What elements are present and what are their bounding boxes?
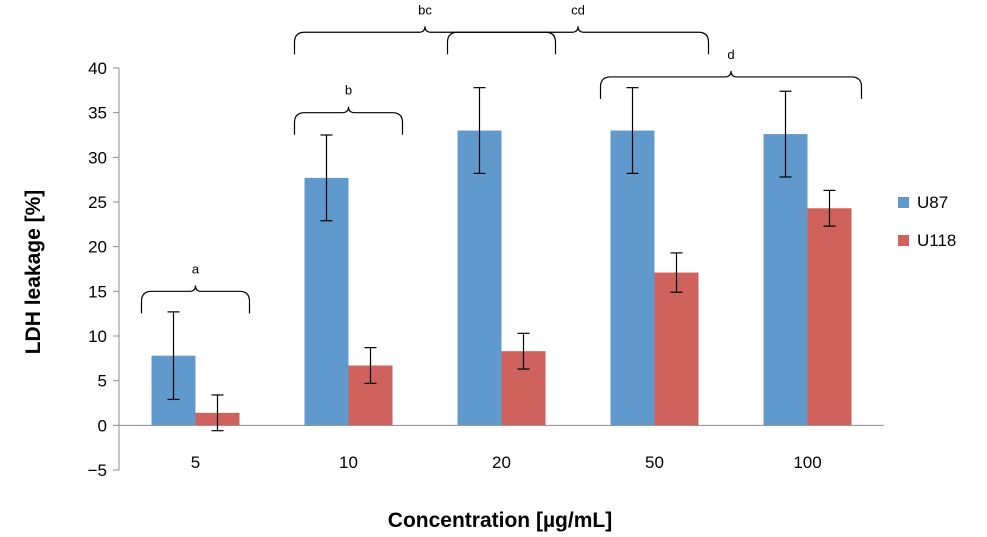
bracket-a: [140, 285, 251, 314]
x-axis-title: Concentration [µg/mL]: [388, 509, 612, 532]
bar-u118-50: [654, 272, 699, 426]
y-tick-label: 10: [88, 327, 107, 346]
x-tick-label: 5: [191, 453, 200, 472]
x-tick-label: 20: [492, 453, 511, 472]
bracket-label: a: [192, 261, 200, 276]
legend-swatch-u87: [898, 197, 909, 208]
bar-u87-100: [763, 134, 808, 426]
bracket-cd: [446, 26, 710, 55]
bracket-bc: [293, 26, 557, 55]
legend-label-u87: U87: [917, 193, 948, 212]
y-tick-label: 40: [88, 59, 107, 78]
bracket-b: [293, 106, 404, 135]
bar-u87-20: [457, 130, 502, 426]
y-tick-label: 15: [88, 282, 107, 301]
bar-u87-50: [610, 130, 655, 426]
bracket-d: [599, 70, 863, 99]
y-tick-label: 35: [88, 104, 107, 123]
error-bar-layer: [167, 87, 836, 432]
y-tick-label: 30: [88, 148, 107, 167]
bar-u118-100: [807, 208, 852, 426]
y-tick-label: 20: [88, 238, 107, 257]
bracket-label: cd: [571, 2, 585, 17]
y-axis-title: LDH leakage [%]: [22, 190, 45, 355]
y-tick-label: 25: [88, 193, 107, 212]
x-tick-label: 100: [793, 453, 821, 472]
legend: U87 U118: [898, 193, 956, 250]
x-tick-label: 10: [339, 453, 358, 472]
y-tick-label: −5: [88, 461, 107, 480]
y-tick-label: 0: [98, 416, 107, 435]
axis-layer: −5 0 5 10 15 20 25 30 35 40 5 10 20 50 100: [88, 59, 884, 480]
bracket-label: bc: [418, 2, 432, 17]
y-tick-label: 5: [98, 372, 107, 391]
bar-layer: [151, 130, 852, 426]
legend-swatch-u118: [898, 235, 909, 246]
bracket-label: d: [727, 47, 734, 62]
legend-label-u118: U118: [917, 231, 956, 250]
x-tick-label: 50: [645, 453, 664, 472]
bracket-label: b: [345, 83, 352, 98]
